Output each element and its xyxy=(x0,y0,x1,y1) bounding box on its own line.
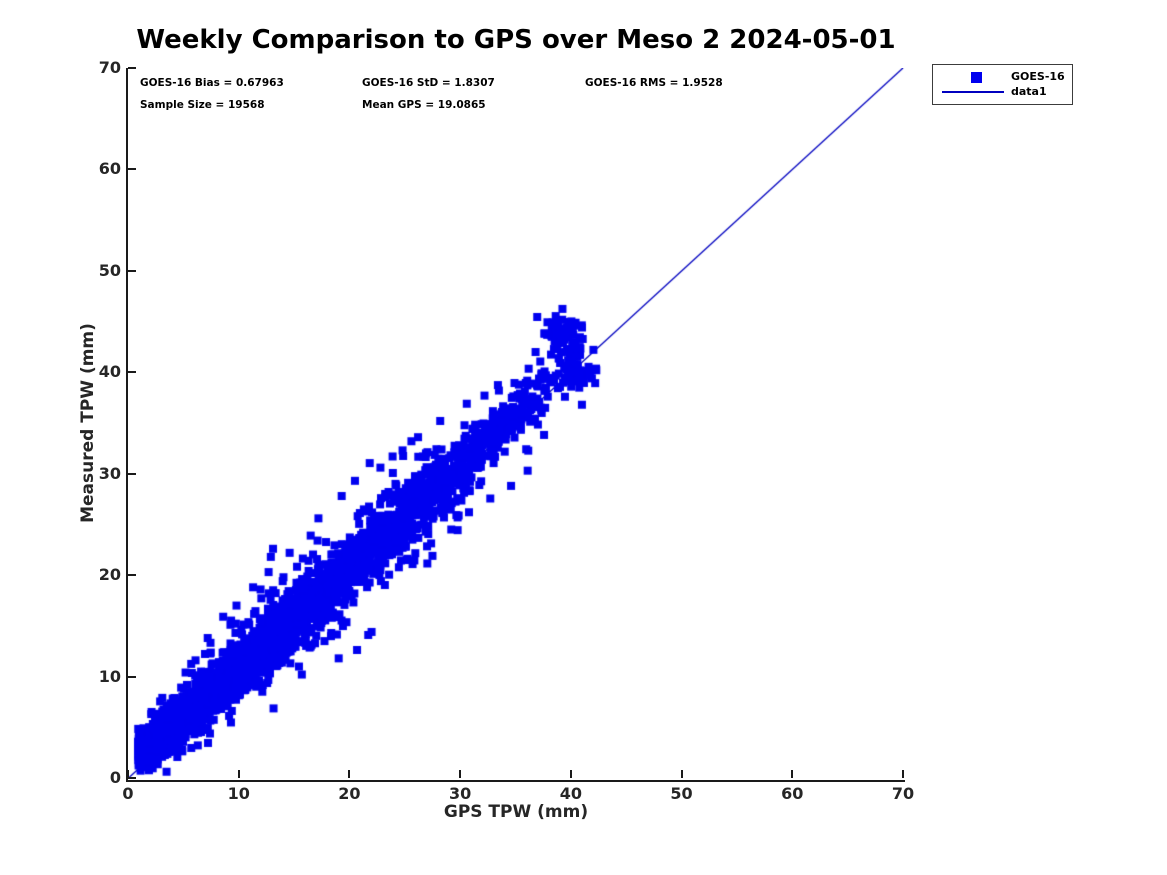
y-tick xyxy=(128,574,136,577)
x-tick-label: 60 xyxy=(781,784,804,803)
legend-label-goes16: GOES-16 xyxy=(1011,70,1065,83)
y-tick xyxy=(128,472,136,475)
legend-marker-goes16 xyxy=(971,72,982,83)
y-tick-label: 10 xyxy=(98,666,121,686)
x-tick-label: 10 xyxy=(227,784,250,803)
y-tick-label: 30 xyxy=(98,463,121,483)
x-tick-label: 70 xyxy=(891,784,915,803)
legend: GOES-16 data1 xyxy=(932,64,1073,105)
x-tick xyxy=(791,770,794,778)
x-tick xyxy=(237,770,240,778)
x-tick xyxy=(348,770,351,778)
y-tick xyxy=(128,269,136,272)
x-tick-label: 40 xyxy=(559,784,582,803)
x-tick-label: 20 xyxy=(338,784,361,803)
y-tick xyxy=(128,371,136,374)
y-tick-label: 60 xyxy=(98,159,121,179)
y-axis-label: Measured TPW (mm) xyxy=(78,323,98,523)
chart-title: Weekly Comparison to GPS over Meso 2 202… xyxy=(136,25,896,55)
y-tick xyxy=(128,675,136,678)
legend-line-data1 xyxy=(942,91,1004,93)
y-tick-label: 70 xyxy=(98,58,121,77)
y-tick-label: 40 xyxy=(98,362,121,382)
x-tick xyxy=(569,770,572,778)
x-tick xyxy=(459,770,462,778)
y-tick xyxy=(128,777,136,779)
y-tick-label: 0 xyxy=(109,768,121,787)
x-tick-label: 30 xyxy=(449,784,472,803)
axes-spines xyxy=(126,68,905,782)
x-tick-label: 0 xyxy=(122,784,134,803)
x-axis-label: GPS TPW (mm) xyxy=(443,802,589,822)
scatter-plot-canvas xyxy=(128,68,905,779)
y-tick-label: 20 xyxy=(98,565,121,585)
y-tick-label: 50 xyxy=(98,260,121,280)
y-tick xyxy=(128,168,136,171)
x-tick-label: 50 xyxy=(670,784,693,803)
x-tick xyxy=(680,770,683,778)
x-tick xyxy=(902,770,904,778)
y-tick xyxy=(128,67,136,69)
legend-label-data1: data1 xyxy=(1011,85,1047,98)
x-tick xyxy=(127,770,129,778)
